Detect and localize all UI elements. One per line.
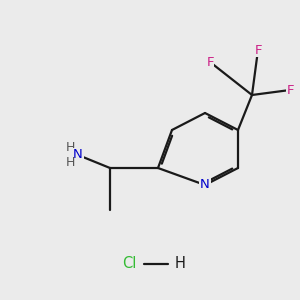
Text: H: H [66,156,75,169]
Text: N: N [73,148,83,161]
Text: F: F [286,83,294,97]
Text: H: H [175,256,185,272]
Text: F: F [254,44,262,56]
Text: N: N [200,178,210,191]
Text: H: H [66,141,75,154]
Text: Cl: Cl [122,256,136,272]
Text: F: F [206,56,214,68]
